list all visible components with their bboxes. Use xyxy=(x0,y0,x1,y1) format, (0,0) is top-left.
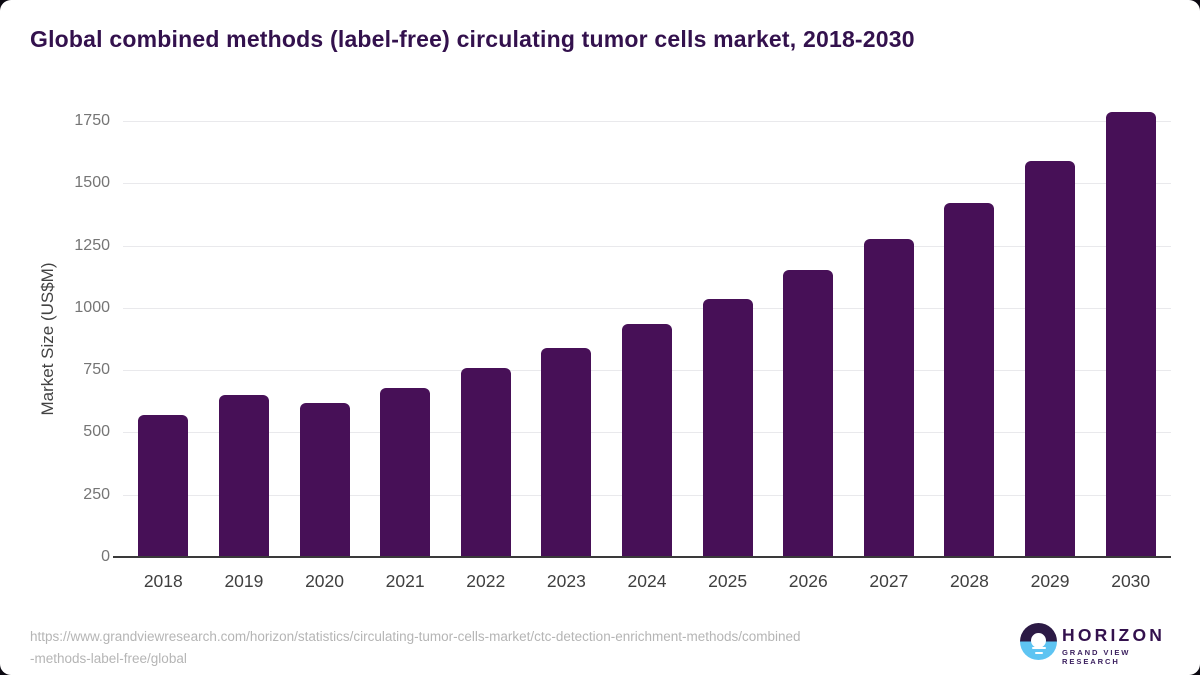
x-tick-label-2025: 2025 xyxy=(708,571,748,591)
horizon-sun-over-water-icon xyxy=(1020,623,1057,660)
bar-2021 xyxy=(380,387,431,557)
horizon-logo: HORIZON GRAND VIEW RESEARCH xyxy=(1020,622,1180,666)
x-tick-label-2024: 2024 xyxy=(627,571,667,591)
x-tick-label-2030: 2030 xyxy=(1111,571,1151,591)
x-tick-label-2018: 2018 xyxy=(143,571,183,591)
x-tick-label-2026: 2026 xyxy=(788,571,828,591)
logo-ripple-icon xyxy=(1034,651,1043,654)
bar-2019 xyxy=(218,395,269,557)
x-tick-label-2028: 2028 xyxy=(949,571,989,591)
logo-sun-hole xyxy=(1031,633,1046,648)
x-tick-label-2019: 2019 xyxy=(224,571,264,591)
x-tick-label-2021: 2021 xyxy=(385,571,425,591)
bar-2029 xyxy=(1025,160,1076,557)
y-tick-label-250: 250 xyxy=(83,485,110,503)
x-tick-label-2022: 2022 xyxy=(466,571,506,591)
y-tick-label-750: 750 xyxy=(83,361,110,379)
x-tick-label-2020: 2020 xyxy=(305,571,344,591)
bar-2024 xyxy=(622,324,672,557)
bar-2028 xyxy=(944,203,995,557)
x-tick-label-2023: 2023 xyxy=(546,571,586,591)
bar-2023 xyxy=(541,347,592,557)
bar-2018 xyxy=(138,414,189,557)
y-tick-label-1000: 1000 xyxy=(74,298,110,316)
x-tick-label-2027: 2027 xyxy=(869,571,909,591)
bar-2030 xyxy=(1105,112,1156,557)
x-tick-label-2029: 2029 xyxy=(1030,571,1070,591)
gridline-1250 xyxy=(123,245,1171,247)
y-tick-label-0: 0 xyxy=(101,548,110,565)
bar-2026 xyxy=(783,270,834,557)
y-tick-label-500: 500 xyxy=(83,423,110,441)
bar-2025 xyxy=(702,299,753,557)
logo-brand-subtitle: GRAND VIEW RESEARCH xyxy=(1062,648,1131,666)
source-url-line1: https://www.grandviewresearch.com/horizo… xyxy=(30,629,801,644)
source-url: https://www.grandviewresearch.com/horizo… xyxy=(30,626,980,670)
logo-ripple-icon xyxy=(1031,646,1046,649)
bar-2020 xyxy=(299,402,350,557)
logo-text: HORIZON GRAND VIEW RESEARCH xyxy=(1062,625,1180,666)
bar-2022 xyxy=(460,367,511,557)
y-tick-label-1250: 1250 xyxy=(74,236,110,254)
bar-2027 xyxy=(863,239,914,557)
y-tick-label-1500: 1500 xyxy=(74,174,110,192)
gridline-1750 xyxy=(123,120,1171,122)
x-axis-line xyxy=(113,556,1171,558)
logo-brand-name: HORIZON xyxy=(1062,625,1166,645)
y-tick-label-1750: 1750 xyxy=(74,111,110,129)
chart-title: Global combined methods (label-free) cir… xyxy=(30,26,915,52)
gridline-1000 xyxy=(123,307,1171,309)
gridline-1500 xyxy=(123,183,1171,185)
source-url-line2: -methods-label-free/global xyxy=(30,651,187,666)
